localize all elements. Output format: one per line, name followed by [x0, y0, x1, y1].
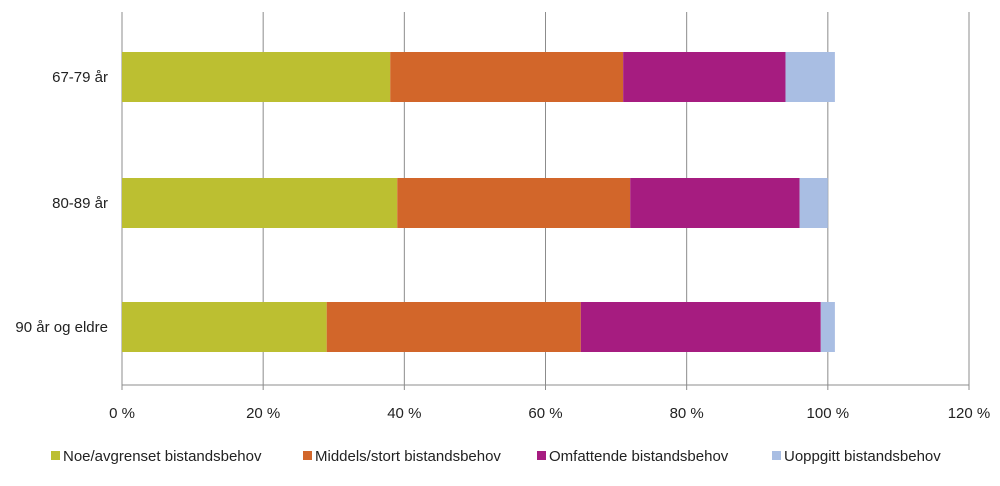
bar-segment	[580, 302, 821, 352]
category-label: 90 år og eldre	[15, 319, 108, 336]
bar-segment	[397, 178, 631, 228]
x-tick-label: 80 %	[670, 405, 704, 422]
x-tick-label: 20 %	[246, 405, 280, 422]
x-tick-label: 100 %	[807, 405, 850, 422]
legend-swatch	[537, 451, 546, 460]
bar-segment	[122, 178, 398, 228]
legend-swatch	[303, 451, 312, 460]
category-label: 80-89 år	[52, 195, 108, 212]
legend-label: Noe/avgrenset bistandsbehov	[63, 448, 262, 465]
bar-segment	[623, 52, 786, 102]
bar-segment	[390, 52, 624, 102]
x-tick-label: 40 %	[387, 405, 421, 422]
x-tick-label: 60 %	[528, 405, 562, 422]
bar-segment	[122, 302, 327, 352]
legend-label: Uoppgitt bistandsbehov	[784, 448, 941, 465]
legend-label: Omfattende bistandsbehov	[549, 448, 729, 465]
legend-swatch	[772, 451, 781, 460]
category-label: 67-79 år	[52, 69, 108, 86]
bar-segment	[122, 52, 391, 102]
legend-swatch	[51, 451, 60, 460]
bar-segment	[799, 178, 828, 228]
x-tick-label: 120 %	[948, 405, 991, 422]
bar-segment	[326, 302, 581, 352]
bar-segment	[820, 302, 835, 352]
bar-segment	[630, 178, 800, 228]
legend-label: Middels/stort bistandsbehov	[315, 448, 501, 465]
x-tick-label: 0 %	[109, 405, 135, 422]
bar-segment	[785, 52, 835, 102]
